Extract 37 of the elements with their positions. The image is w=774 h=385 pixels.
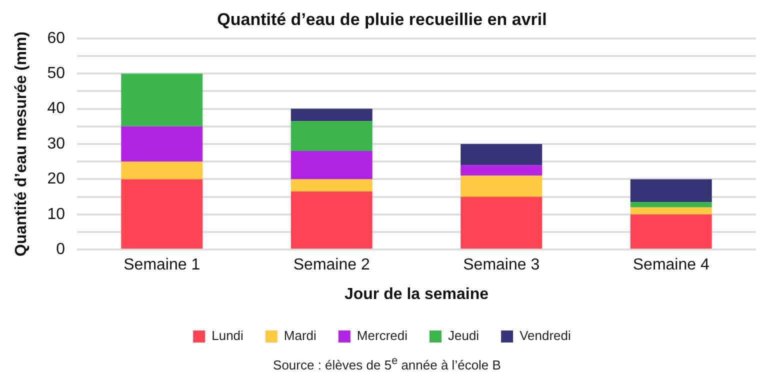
source-note: Source : élèves de 5$^{e}$ année à l’école B xyxy=(272,355,502,372)
bar xyxy=(121,179,203,249)
legend-label: Mercredi xyxy=(356,328,408,344)
bar xyxy=(630,214,712,249)
x-axis-title: Jour de la semaine xyxy=(344,286,489,303)
x-tick-label: Semaine 2 xyxy=(293,256,370,274)
y-tick-label: 20 xyxy=(47,170,66,188)
bar xyxy=(290,192,372,249)
bar xyxy=(121,74,203,126)
bar xyxy=(290,151,372,180)
legend-label: Lundi xyxy=(212,328,244,344)
y-tick-label: 40 xyxy=(47,100,66,118)
x-tick-label: Semaine 3 xyxy=(463,256,540,274)
legend-label: Mardi xyxy=(284,328,317,344)
bar xyxy=(630,202,712,208)
y-axis-title: Quantité d’eau mesurée (mm) xyxy=(13,32,30,256)
bar xyxy=(121,126,203,162)
y-tick-label: 50 xyxy=(47,65,66,82)
x-tick-label: Semaine 1 xyxy=(124,256,200,274)
bar xyxy=(290,179,372,192)
bar xyxy=(460,165,542,176)
chart-title: Quantité d’eau de pluie recueillie en avril xyxy=(217,10,547,29)
y-tick-label: 10 xyxy=(47,206,66,223)
bar xyxy=(121,162,203,180)
bar xyxy=(460,176,542,197)
x-tick-label: Semaine 4 xyxy=(632,256,710,274)
y-tick-label: 0 xyxy=(56,241,66,258)
bar xyxy=(460,196,542,249)
bar xyxy=(290,121,372,152)
y-tick-label: 60 xyxy=(47,30,66,47)
legend-label: Vendredi xyxy=(520,328,571,344)
bar xyxy=(630,207,712,214)
bar xyxy=(460,144,542,166)
y-tick-label: 30 xyxy=(47,135,66,152)
bar xyxy=(290,108,372,122)
bar xyxy=(630,179,712,202)
legend-label: Jeudi xyxy=(448,328,480,344)
